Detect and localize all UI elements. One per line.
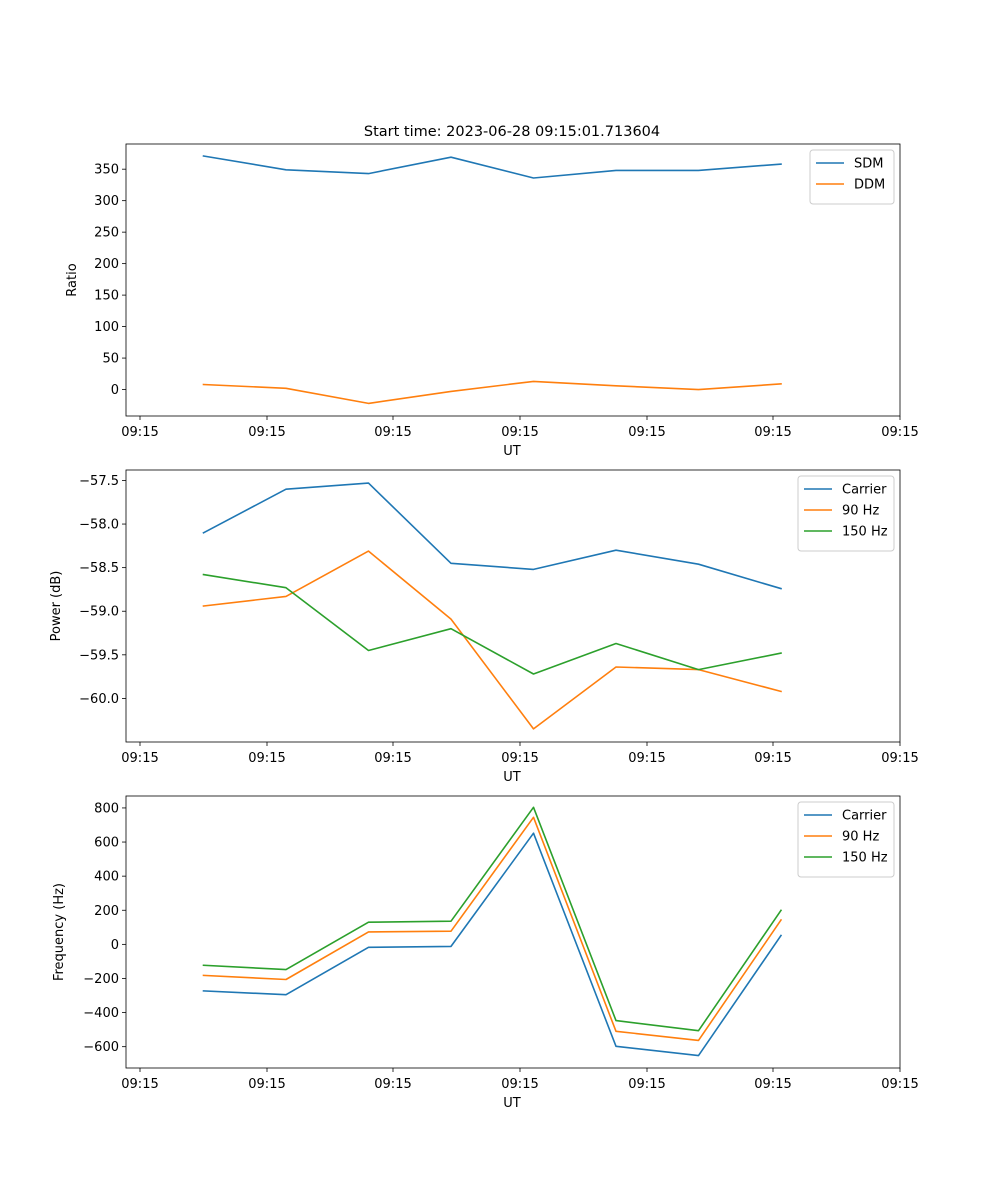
- y-tick-label: −59.5: [79, 648, 119, 663]
- x-tick-label: 09:15: [248, 1077, 285, 1092]
- axes-frame: [125, 143, 901, 417]
- y-tick-label: 600: [94, 836, 119, 851]
- x-axis-label: UT: [503, 770, 521, 785]
- legend-label: SDM: [854, 157, 883, 172]
- y-axis-label: Power (dB): [49, 571, 64, 642]
- x-tick-label: 09:15: [754, 425, 791, 440]
- y-tick-label: −57.5: [79, 474, 119, 489]
- y-tick-label: 150: [94, 289, 119, 304]
- chart-panel-2: −60.0 −59.5 −59.0 −58.5 −58.0 −57.5 09:15 09:15…: [49, 469, 919, 785]
- x-tick-label: 09:15: [248, 751, 285, 766]
- x-tick-label: 09:15: [881, 751, 918, 766]
- y-tick-label: −200: [83, 972, 119, 987]
- y-tick-label: 50: [102, 352, 119, 367]
- y-tick-label: 800: [94, 801, 119, 816]
- x-axis-label: UT: [503, 444, 521, 459]
- legend: Carrier 90 Hz 150 Hz: [797, 801, 895, 878]
- axes-frame: [125, 469, 901, 743]
- y-axis-label: Frequency (Hz): [52, 883, 67, 981]
- x-tick-label: 09:15: [881, 1077, 918, 1092]
- series-line-90-hz: [202, 550, 782, 730]
- y-tick-label: 300: [94, 194, 119, 209]
- series-line-carrier: [202, 832, 783, 1057]
- chart-panel-3: −600 −400 −200 0 200 400 600 800 09:15 09:15 09:15…: [52, 795, 919, 1111]
- x-axis-label: UT: [503, 1096, 521, 1111]
- figure-title: Start time: 2023-06-28 09:15:01.713604: [364, 124, 660, 140]
- y-tick-label: −60.0: [79, 692, 119, 707]
- series-line-ddm: [202, 380, 782, 405]
- series-line-90-hz: [202, 816, 783, 1042]
- x-tick-label: 09:15: [374, 751, 411, 766]
- x-tick-label: 09:15: [121, 751, 158, 766]
- x-tick-label: 09:15: [754, 751, 791, 766]
- legend-label: 150 Hz: [842, 525, 888, 540]
- legend: Carrier 90 Hz 150 Hz: [797, 475, 895, 552]
- x-tick-label: 09:15: [501, 425, 538, 440]
- legend-label: 90 Hz: [842, 504, 879, 519]
- x-tick-label: 09:15: [121, 1077, 158, 1092]
- x-tick-label: 09:15: [501, 1077, 538, 1092]
- y-tick-label: −600: [83, 1040, 119, 1055]
- x-tick-label: 09:15: [248, 425, 285, 440]
- x-tick-label: 09:15: [374, 425, 411, 440]
- y-tick-label: −400: [83, 1006, 119, 1021]
- y-tick-label: 100: [94, 320, 119, 335]
- legend-label: Carrier: [842, 483, 887, 498]
- x-tick-label: 09:15: [501, 751, 538, 766]
- y-tick-label: 250: [94, 226, 119, 241]
- series-line-150-hz: [202, 806, 783, 1032]
- legend-label: DDM: [854, 178, 885, 193]
- y-tick-label: 200: [94, 257, 119, 272]
- x-tick-label: 09:15: [628, 1077, 665, 1092]
- y-tick-label: 200: [94, 904, 119, 919]
- x-tick-label: 09:15: [754, 1077, 791, 1092]
- legend-label: 150 Hz: [842, 851, 888, 866]
- legend-box: [797, 801, 895, 878]
- series-line-sdm: [202, 155, 782, 179]
- x-tick-label: 09:15: [628, 425, 665, 440]
- x-tick-label: 09:15: [881, 425, 918, 440]
- y-axis-label: Ratio: [65, 263, 80, 296]
- legend-label: Carrier: [842, 809, 887, 824]
- y-tick-label: 400: [94, 870, 119, 885]
- axes-frame: [125, 795, 901, 1069]
- legend: SDM DDM: [809, 149, 895, 205]
- y-tick-label: 0: [111, 383, 119, 398]
- legend-box: [797, 475, 895, 552]
- y-tick-label: −59.0: [79, 605, 119, 620]
- y-tick-label: 350: [94, 163, 119, 178]
- y-tick-label: 0: [111, 938, 119, 953]
- legend-label: 90 Hz: [842, 830, 879, 845]
- x-tick-label: 09:15: [628, 751, 665, 766]
- x-tick-label: 09:15: [374, 1077, 411, 1092]
- chart-panel-1: 0 50 100 150 200 250 300 350 09:15 09:15 09:15 09:1…: [65, 143, 919, 459]
- y-tick-label: −58.5: [79, 561, 119, 576]
- y-tick-label: −58.0: [79, 518, 119, 533]
- series-line-carrier: [202, 482, 782, 590]
- series-line-150-hz: [202, 573, 782, 675]
- x-tick-label: 09:15: [121, 425, 158, 440]
